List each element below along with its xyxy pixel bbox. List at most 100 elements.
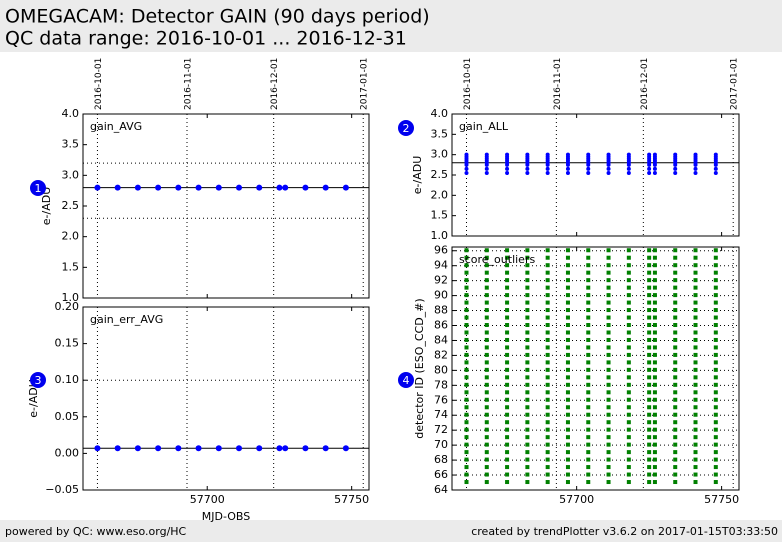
outlier-cell: [586, 330, 591, 335]
outlier-cell: [525, 270, 530, 275]
plot-frame: [451, 246, 740, 491]
outlier-cell: [505, 308, 510, 313]
outlier-cell: [647, 352, 652, 357]
outlier-cell: [606, 360, 611, 365]
outlier-cell: [484, 390, 489, 395]
point: [276, 184, 283, 191]
outlier-cell: [673, 278, 678, 283]
y-tick-label: 74: [434, 408, 448, 421]
outlier-cell: [545, 412, 550, 417]
outlier-cell: [464, 450, 469, 455]
point: [175, 445, 182, 452]
outlier-cell: [505, 337, 510, 342]
outlier-cell: [673, 457, 678, 462]
outlier-cell: [586, 420, 591, 425]
outlier-cell: [586, 405, 591, 410]
y-axis-label: detector ID (ESO_CCD_#): [413, 298, 426, 438]
outlier-cell: [626, 367, 631, 372]
outlier-cell: [626, 457, 631, 462]
outlier-cell: [505, 270, 510, 275]
outlier-cell: [545, 465, 550, 470]
outlier-cell: [464, 315, 469, 320]
y-tick-label: 66: [434, 468, 448, 481]
outlier-cell: [606, 337, 611, 342]
outlier-cell: [606, 457, 611, 462]
outlier-cell: [652, 263, 657, 268]
outlier-cell: [626, 337, 631, 342]
outlier-cell: [586, 248, 591, 253]
outlier-cell: [693, 270, 698, 275]
outlier-cell: [693, 263, 698, 268]
outlier-cell: [673, 285, 678, 290]
outlier-cell: [565, 450, 570, 455]
outlier-cell: [626, 308, 631, 313]
outlier-cell: [525, 382, 530, 387]
outlier-cell: [626, 412, 631, 417]
outlier-cell: [713, 278, 718, 283]
outlier-cell: [713, 427, 718, 432]
outlier-cell: [713, 255, 718, 260]
point: [94, 184, 101, 191]
outlier-cell: [647, 480, 652, 485]
outlier-cell: [693, 420, 698, 425]
point: [236, 445, 242, 452]
badge-label: 2: [403, 122, 410, 135]
outlier-cell: [626, 397, 631, 402]
outlier-cell: [505, 293, 510, 298]
badge: [30, 180, 46, 196]
outlier-cell: [545, 300, 550, 305]
point: [626, 170, 631, 175]
point: [134, 184, 141, 191]
outlier-cell: [464, 345, 469, 350]
footer-left: powered by QC: www.eso.org/HC: [5, 525, 187, 538]
outlier-cell: [606, 465, 611, 470]
outlier-cell: [484, 442, 489, 447]
outlier-cell: [652, 308, 657, 313]
point: [505, 152, 510, 157]
outlier-cell: [464, 263, 469, 268]
outlier-cell: [693, 308, 698, 313]
outlier-cell: [505, 285, 510, 290]
outlier-cell: [525, 255, 530, 260]
point: [114, 184, 121, 191]
outlier-cell: [652, 442, 657, 447]
outlier-cell: [652, 450, 657, 455]
outlier-cell: [606, 285, 611, 290]
date-tick-label: 2017-01-01: [730, 58, 740, 110]
outlier-cell: [484, 315, 489, 320]
outlier-cell: [525, 465, 530, 470]
outlier-cell: [652, 390, 657, 395]
outlier-cell: [626, 255, 631, 260]
point: [652, 166, 657, 171]
outlier-cell: [565, 375, 570, 380]
outlier-cell: [626, 270, 631, 275]
outlier-cell: [626, 263, 631, 268]
outlier-cell: [626, 330, 631, 335]
outlier-cell: [484, 345, 489, 350]
point: [606, 170, 611, 175]
outlier-cell: [464, 480, 469, 485]
point: [155, 445, 162, 452]
outlier-cell: [606, 315, 611, 320]
outlier-cell: [565, 472, 570, 477]
outlier-cell: [693, 457, 698, 462]
outlier-cell: [647, 330, 652, 335]
outlier-cell: [606, 345, 611, 350]
outlier-cell: [652, 315, 657, 320]
outlier-cell: [464, 360, 469, 365]
y-tick-label: 1.5: [62, 260, 80, 273]
outlier-cell: [652, 352, 657, 357]
outlier-cell: [505, 248, 510, 253]
outlier-cell: [505, 390, 510, 395]
outlier-cell: [565, 420, 570, 425]
y-tick-label: 0.05: [55, 410, 80, 423]
outlier-cell: [464, 427, 469, 432]
outlier-cell: [586, 315, 591, 320]
panel-label: score_outliers: [459, 253, 535, 266]
point: [195, 445, 202, 452]
outlier-cell: [505, 330, 510, 335]
outlier-cell: [713, 442, 718, 447]
outlier-cell: [565, 330, 570, 335]
outlier-cell: [693, 345, 698, 350]
